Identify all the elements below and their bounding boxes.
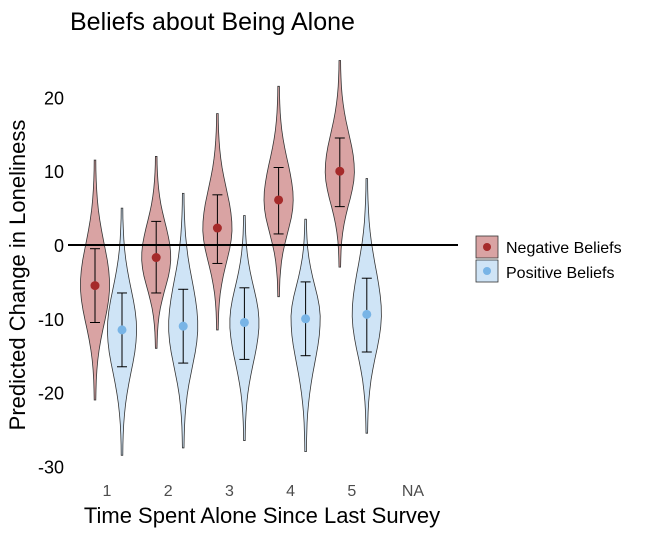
- violin-layer: [80, 60, 382, 456]
- x-tick-label: NA: [402, 483, 425, 500]
- mean-point: [117, 325, 127, 335]
- legend-label-negative: Negative Beliefs: [506, 240, 622, 257]
- mean-point: [362, 309, 372, 319]
- mean-point-layer: [90, 166, 372, 335]
- plot-panel: [68, 60, 458, 456]
- mean-point: [90, 281, 100, 291]
- mean-point: [178, 321, 188, 331]
- mean-point: [274, 195, 284, 205]
- legend-label-positive: Positive Beliefs: [506, 265, 615, 282]
- chart-title: Beliefs about Being Alone: [70, 8, 355, 36]
- x-tick-label: 2: [164, 483, 173, 500]
- legend-point-negative: [483, 243, 491, 251]
- legend: Negative Beliefs Positive Beliefs: [475, 235, 622, 283]
- y-axis-ticks: -30 -20 -10 0 10 20: [38, 88, 64, 477]
- mean-point: [335, 166, 345, 176]
- x-tick-label: 3: [225, 483, 234, 500]
- y-tick-label: 0: [54, 236, 64, 256]
- y-tick-label: -10: [38, 310, 64, 330]
- mean-point: [212, 223, 222, 233]
- x-tick-label: 5: [347, 483, 356, 500]
- x-tick-label: 4: [286, 483, 295, 500]
- y-tick-label: -20: [38, 384, 64, 404]
- mean-point: [301, 314, 311, 324]
- legend-point-positive: [483, 267, 491, 275]
- y-tick-label: -30: [38, 457, 64, 477]
- mean-point: [151, 253, 161, 263]
- x-axis-title: Time Spent Alone Since Last Survey: [84, 503, 440, 528]
- x-tick-label: 1: [103, 483, 112, 500]
- x-axis-ticks: 1 2 3 4 5 NA: [103, 483, 425, 500]
- y-tick-label: 20: [44, 88, 64, 108]
- y-axis-title: Predicted Change in Loneliness: [5, 120, 30, 431]
- y-tick-label: 10: [44, 162, 64, 182]
- mean-point: [239, 317, 249, 327]
